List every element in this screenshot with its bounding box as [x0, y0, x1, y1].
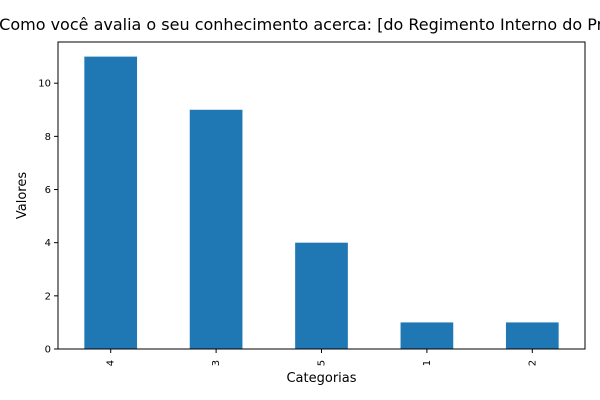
x-tick-label: 3	[211, 360, 222, 366]
x-axis-ticks: 4 3 5 1 2	[106, 349, 538, 366]
y-tick-label: 8	[45, 132, 51, 143]
y-tick-label: 6	[45, 185, 51, 196]
y-axis-label: Valores	[15, 172, 30, 219]
y-tick-label: 0	[45, 345, 51, 356]
bar-5	[295, 242, 348, 349]
x-tick-label: 2	[527, 360, 538, 366]
y-tick-label: 2	[45, 291, 51, 302]
bar-3	[189, 109, 243, 349]
x-axis-label: Categorias	[286, 371, 356, 386]
x-tick-label: 4	[106, 360, 117, 366]
y-tick-label: 4	[45, 238, 51, 249]
bar-2	[505, 322, 559, 349]
y-tick-label: 10	[38, 79, 51, 90]
x-tick-label: 5	[317, 360, 328, 366]
x-tick-label: 1	[422, 360, 433, 366]
plot-frame	[57, 41, 586, 350]
bar-4	[84, 56, 138, 349]
chart-title: Como você avalia o seu conhecimento acer…	[0, 15, 600, 34]
bar-1	[400, 322, 454, 349]
bars-group	[84, 56, 559, 349]
y-axis-ticks: 0 2 4 6 8 10	[38, 79, 58, 356]
